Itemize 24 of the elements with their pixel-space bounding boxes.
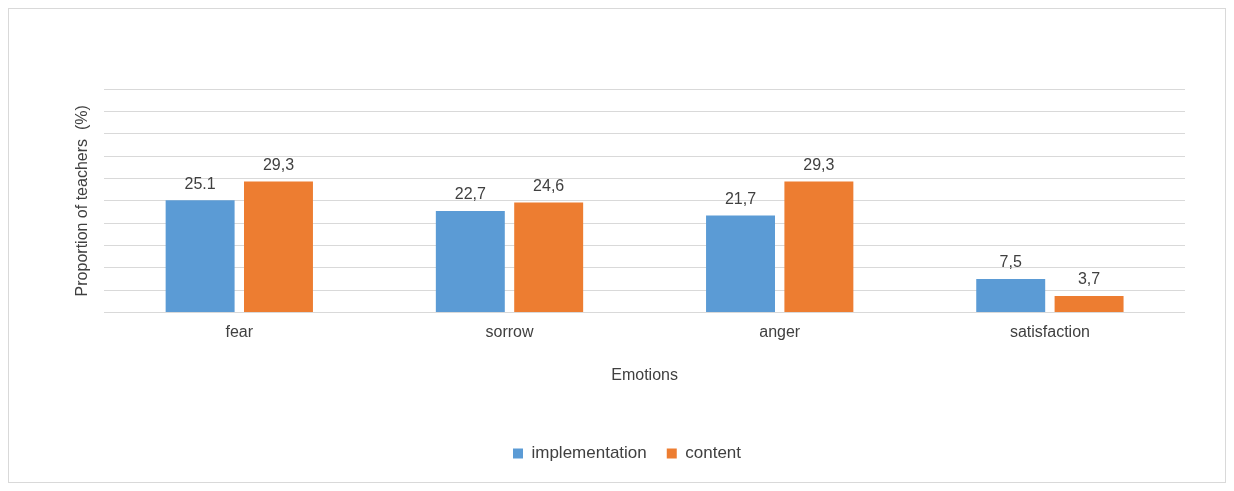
bar [976, 279, 1046, 313]
y-axis-title: Proportion of teachers (%) [73, 105, 91, 297]
legend-label: content [685, 443, 742, 463]
bar [706, 215, 775, 313]
bar [1054, 296, 1124, 313]
bar [165, 200, 235, 313]
x-tick-label: fear [225, 322, 254, 340]
data-label: 29,3 [803, 155, 835, 173]
data-label: 25.1 [184, 174, 216, 192]
legend-label: implementation [531, 443, 647, 463]
x-tick-label: satisfaction [1009, 322, 1090, 340]
data-label: 7,5 [999, 253, 1022, 271]
data-label: 29,3 [262, 155, 295, 173]
x-tick-label: anger [759, 322, 801, 340]
bar [244, 181, 313, 313]
bar [514, 202, 584, 313]
bar [784, 181, 854, 313]
x-tick-label: sorrow [485, 322, 534, 340]
data-label: 3,7 [1077, 270, 1101, 288]
bar [435, 211, 505, 313]
data-label: 24,6 [533, 177, 565, 194]
data-label: 21,7 [724, 189, 757, 207]
data-label: 22,7 [454, 185, 486, 203]
x-axis-title: Emotions [611, 365, 678, 383]
